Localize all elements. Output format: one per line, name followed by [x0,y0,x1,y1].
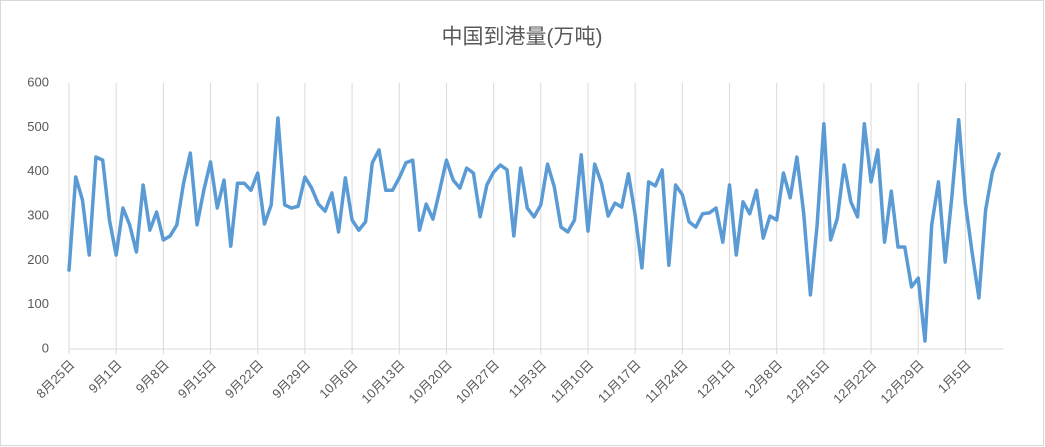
data-line [67,116,1001,343]
y-tick-label: 0 [42,340,49,355]
y-tick-label: 200 [27,252,49,267]
y-tick-label: 300 [27,207,49,222]
chart-title: 中国到港量(万吨) [442,26,603,49]
y-tick-label: 100 [27,296,49,311]
y-tick-label: 600 [27,74,49,89]
y-tick-label: 400 [27,163,49,178]
y-tick-label: 500 [27,119,49,134]
